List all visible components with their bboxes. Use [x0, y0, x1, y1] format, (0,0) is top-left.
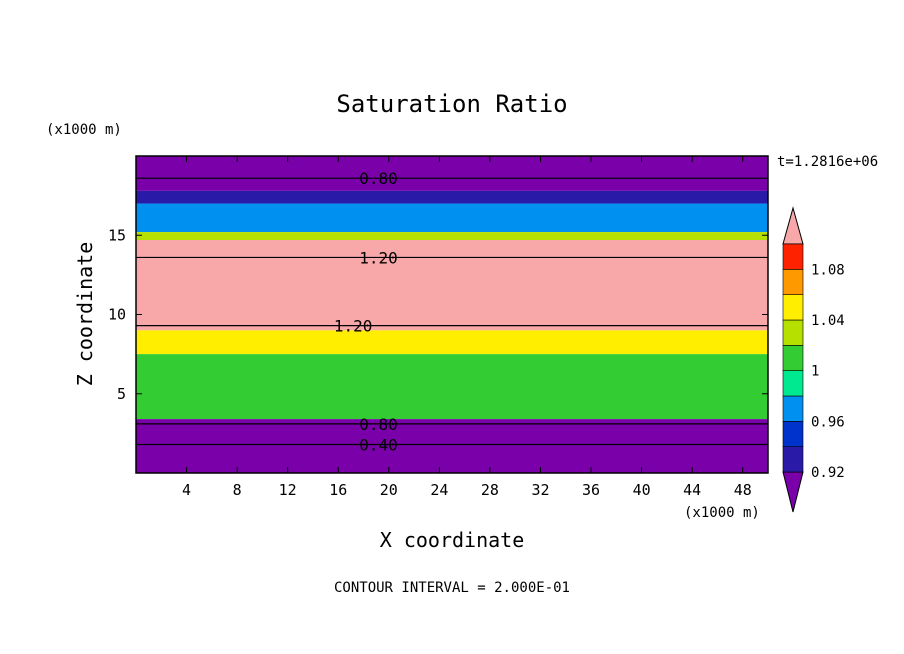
- contour-label-0: 0.80: [359, 169, 398, 188]
- field-layer-2: [136, 203, 768, 233]
- contour-label-4: 0.40: [359, 435, 398, 454]
- field-layer-6: [136, 354, 768, 420]
- x-tick-label: 28: [481, 481, 499, 499]
- x-tick-label: 4: [182, 481, 191, 499]
- x-tick-label: 32: [531, 481, 549, 499]
- contour-label-2: 1.20: [334, 317, 373, 336]
- x-tick-label: 48: [734, 481, 752, 499]
- field-layer-4: [136, 240, 768, 331]
- x-axis-ticks: 4 8 12 16 20 24 28 32 36 40 44 48: [182, 156, 752, 499]
- time-label: t=1.2816e+06: [777, 154, 878, 170]
- colorbar-box: [782, 345, 804, 371]
- y-axis-ticks: 5 10 15: [108, 226, 768, 403]
- contour-labels: 0.801.201.200.800.40: [334, 169, 398, 454]
- x-tick-label: 20: [380, 481, 398, 499]
- x-axis-label: X coordinate: [380, 528, 525, 552]
- x-tick-label: 44: [683, 481, 701, 499]
- x-tick-label: 36: [582, 481, 600, 499]
- colorbar-label: 0.92: [811, 465, 845, 481]
- field-layer-1: [136, 190, 768, 204]
- x-tick-label: 8: [233, 481, 242, 499]
- x-tick-label: 16: [329, 481, 347, 499]
- colorbar-label: 1: [811, 364, 819, 380]
- colorbar: 0.92 0.96 1 1.04 1.08: [782, 206, 845, 513]
- colorbar-top-triangle: [782, 206, 804, 245]
- y-axis-label: Z coordinate: [73, 242, 97, 387]
- colorbar-label: 1.04: [811, 313, 845, 329]
- colorbar-label: 0.96: [811, 414, 845, 430]
- colorbar-box: [782, 421, 804, 447]
- chart-title: Saturation Ratio: [336, 90, 567, 118]
- colorbar-box: [782, 243, 804, 270]
- x-tick-label: 40: [633, 481, 651, 499]
- colorbar-box: [782, 446, 804, 473]
- colorbar-bottom-triangle: [782, 471, 804, 513]
- colorbar-label: 1.08: [811, 262, 845, 278]
- y-tick-label: 5: [117, 385, 126, 403]
- x-tick-label: 12: [279, 481, 297, 499]
- y-tick-label: 10: [108, 306, 126, 324]
- colorbar-box: [782, 319, 804, 346]
- contour-label-3: 0.80: [359, 415, 398, 434]
- field-layer-0: [136, 156, 768, 191]
- field-layer-5: [136, 330, 768, 355]
- colorbar-box: [782, 269, 804, 295]
- x-tick-label: 24: [430, 481, 448, 499]
- colorbar-box: [782, 395, 804, 422]
- y-tick-label: 15: [108, 226, 126, 244]
- plot-area: [135, 155, 769, 474]
- colorbar-box: [782, 370, 804, 397]
- contour-interval-footer: CONTOUR INTERVAL = 2.000E-01: [334, 580, 570, 596]
- contour-label-1: 1.20: [359, 248, 398, 267]
- field-layer-3: [136, 232, 768, 241]
- colorbar-box: [782, 294, 804, 321]
- field-layer-7: [136, 419, 768, 473]
- y-unit-label: (x1000 m): [46, 122, 122, 138]
- x-unit-label: (x1000 m): [684, 505, 760, 521]
